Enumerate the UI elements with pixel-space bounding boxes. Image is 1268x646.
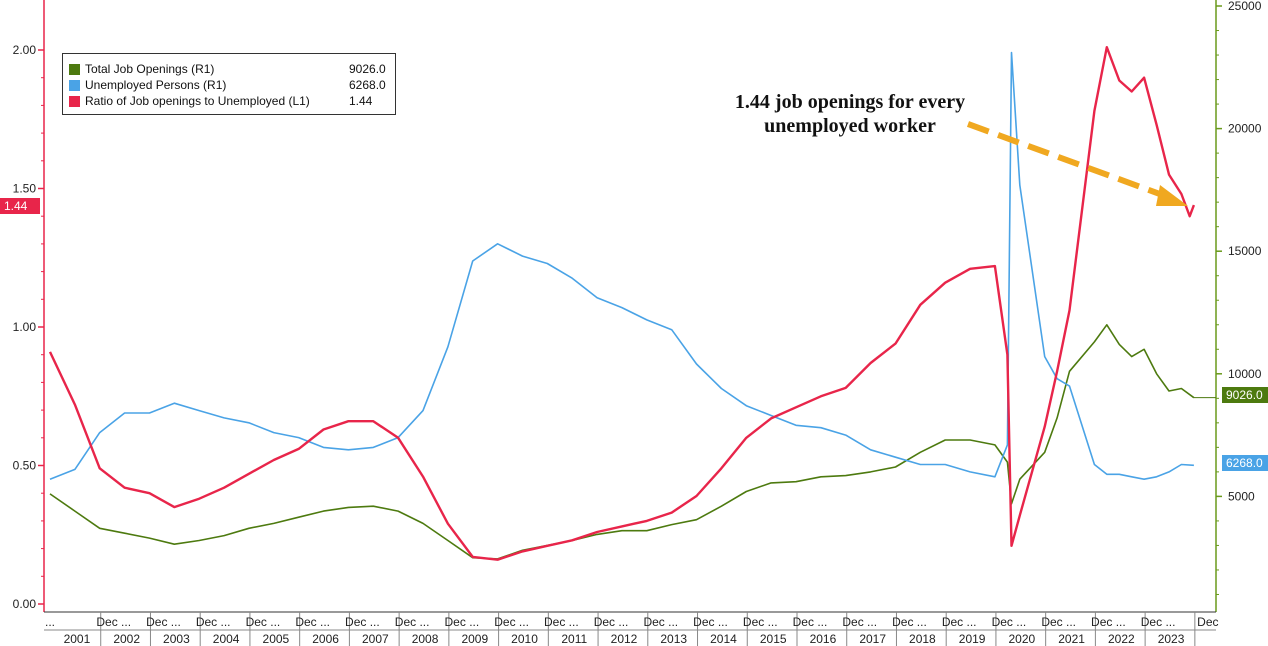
- x-month-label: Dec ...: [1041, 615, 1076, 629]
- x-month-label: Dec ...: [445, 615, 480, 629]
- left-tick-label: 0.50: [13, 459, 37, 473]
- x-month-label: Dec ...: [196, 615, 231, 629]
- openings-last-value-badge: 9026.0: [1222, 387, 1268, 403]
- x-year-label: 2008: [412, 632, 439, 646]
- series-line-unemployed: [49, 51, 1194, 480]
- series-line-job-openings: [49, 324, 1195, 560]
- legend-value-job-openings: 9026.0: [349, 62, 386, 76]
- x-year-label: 2010: [511, 632, 538, 646]
- x-year-label: 2023: [1158, 632, 1185, 646]
- x-year-label: 2004: [213, 632, 240, 646]
- series-line-ratio: [48, 46, 1196, 561]
- annotation-line-1: 1.44 job openings for every: [734, 91, 966, 113]
- legend-label-ratio: Ratio of Job openings to Unemployed (L1): [85, 94, 310, 108]
- x-month-label: Dec ...: [395, 615, 430, 629]
- x-year-label: 2012: [611, 632, 638, 646]
- x-month-label: Dec ...: [992, 615, 1027, 629]
- x-year-label: 2006: [312, 632, 339, 646]
- x-year-label: 2020: [1009, 632, 1036, 646]
- x-month-label: Dec ...: [1141, 615, 1176, 629]
- legend-value-unemployed: 6268.0: [349, 78, 386, 92]
- x-month-label: Dec: [1197, 615, 1218, 629]
- x-year-label: 2007: [362, 632, 389, 646]
- x-year-label: 2011: [561, 632, 587, 646]
- legend-swatch-unemployed: [69, 80, 80, 91]
- left-tick-label: 1.50: [13, 182, 37, 196]
- x-month-label: Dec ...: [544, 615, 579, 629]
- right-tick-label: 15000: [1228, 244, 1262, 258]
- x-month-label: Dec ...: [295, 615, 330, 629]
- x-year-label: 2019: [959, 632, 986, 646]
- x-month-label: Dec ...: [594, 615, 629, 629]
- x-month-label: Dec ...: [146, 615, 181, 629]
- legend-item-ratio: Ratio of Job openings to Unemployed (L1)…: [69, 94, 389, 109]
- legend-label-job-openings: Total Job Openings (R1): [85, 62, 215, 76]
- arrow-shaft: [966, 121, 1170, 200]
- x-year-label: 2022: [1108, 632, 1135, 646]
- left-tick-label: 1.00: [13, 320, 37, 334]
- x-year-label: 2018: [909, 632, 936, 646]
- right-axis: 5000 10000 15000 20000 25000: [1215, 0, 1262, 612]
- x-year-label: 2021: [1058, 632, 1085, 646]
- series-layer: [48, 46, 1216, 561]
- x-month-label: Dec ...: [793, 615, 828, 629]
- x-month-label: Dec ...: [842, 615, 877, 629]
- x-month-label: Dec ...: [693, 615, 728, 629]
- x-year-label: 2013: [660, 632, 687, 646]
- annotation-text: 1.44 job openings for every unemployed w…: [700, 90, 1000, 138]
- unemployed-last-value-badge: 6268.0: [1222, 455, 1268, 471]
- x-month-label: Dec ...: [246, 615, 281, 629]
- left-axis: 0.00 0.50 1.00 1.50 2.00: [13, 0, 45, 612]
- right-tick-label: 25000: [1228, 0, 1262, 13]
- x-month-label: Dec ...: [96, 615, 131, 629]
- x-month-label: Dec ...: [345, 615, 380, 629]
- legend-item-unemployed: Unemployed Persons (R1) 6268.0: [69, 78, 389, 93]
- x-month-label: Dec ...: [1091, 615, 1126, 629]
- x-year-label: 2005: [263, 632, 290, 646]
- x-year-label: 2015: [760, 632, 787, 646]
- legend-value-ratio: 1.44: [349, 94, 373, 108]
- right-tick-label: 20000: [1228, 122, 1262, 136]
- arrow-head: [1156, 185, 1188, 206]
- left-tick-label: 2.00: [13, 43, 37, 57]
- x-month-label: Dec ...: [643, 615, 678, 629]
- right-tick-label: 5000: [1228, 489, 1255, 503]
- x-axis: 2001 2002 2003 2004 2005 2006 2007 2008 2009 2010…: [44, 611, 1219, 646]
- right-tick-label: 10000: [1228, 367, 1262, 381]
- x-year-label: 2009: [461, 632, 488, 646]
- x-month-label: Dec ...: [494, 615, 529, 629]
- x-month-label: Dec ...: [892, 615, 927, 629]
- legend-swatch-ratio: [69, 96, 80, 107]
- left-tick-label: 0.00: [13, 597, 37, 611]
- x-year-label: 2014: [710, 632, 737, 646]
- annotation-line-2: unemployed worker: [764, 115, 936, 137]
- x-year-label: 2016: [810, 632, 837, 646]
- legend: Total Job Openings (R1) 9026.0 Unemploye…: [62, 53, 396, 115]
- legend-item-job-openings: Total Job Openings (R1) 9026.0: [69, 62, 389, 77]
- x-year-label: 2001: [64, 632, 91, 646]
- legend-label-unemployed: Unemployed Persons (R1): [85, 78, 227, 92]
- x-year-label: 2003: [163, 632, 190, 646]
- x-month-label: Dec ...: [743, 615, 778, 629]
- x-year-label: 2002: [113, 632, 140, 646]
- ratio-last-value-badge: 1.44: [0, 198, 40, 214]
- x-month-label: ...: [45, 615, 55, 629]
- legend-swatch-job-openings: [69, 64, 80, 75]
- x-year-label: 2017: [859, 632, 886, 646]
- annotation-arrow: [966, 121, 1188, 206]
- x-month-label: Dec ...: [942, 615, 977, 629]
